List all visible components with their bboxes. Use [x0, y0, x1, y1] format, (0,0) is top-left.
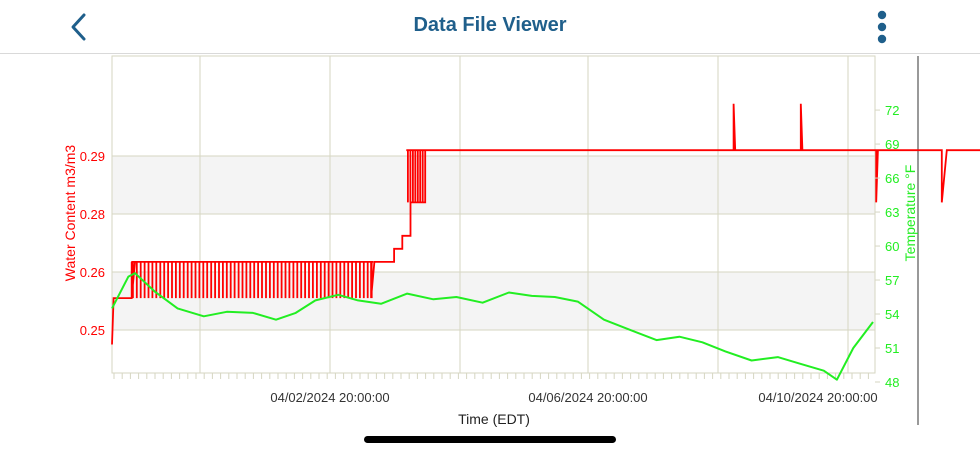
grid-band [112, 156, 875, 214]
y-right-tick-label: 60 [885, 239, 899, 254]
data-chart: 0.25 0.26 0.28 0.29 48 51 54 57 60 63 66 69 72 04/02/… [62, 55, 980, 427]
plot-frame [111, 55, 876, 374]
y-left-tick-label: 0.26 [80, 265, 105, 280]
y-left-tick-label: 0.28 [80, 207, 105, 222]
page-title: Data File Viewer [413, 14, 567, 36]
y-left-tick-label: 0.25 [80, 323, 105, 338]
y-right-tick-label: 57 [885, 273, 899, 288]
app-header: Data File Viewer [0, 0, 980, 54]
temperature-line [111, 272, 874, 381]
y-right-tick-label: 69 [885, 137, 899, 152]
more-vertical-icon[interactable] [868, 9, 896, 45]
water-content-line [111, 103, 980, 345]
x-tick-label: 04/06/2024 20:00:00 [528, 390, 647, 405]
home-indicator[interactable] [364, 436, 616, 443]
y-right-tick-label: 48 [885, 375, 899, 390]
y-right-tick-label: 66 [885, 171, 899, 186]
y-left-tick-label: 0.29 [80, 149, 105, 164]
chevron-left-icon[interactable] [62, 10, 96, 44]
y-right-tick-label: 54 [885, 307, 899, 322]
x-axis-label: Time (EDT) [458, 411, 530, 427]
y-right-tick-label: 51 [885, 341, 899, 356]
x-tick-label: 04/02/2024 20:00:00 [270, 390, 389, 405]
y-right-tick-label: 72 [885, 103, 899, 118]
y-right-tick-label: 63 [885, 205, 899, 220]
y-left-axis-label: Water Content m3/m3 [62, 145, 78, 282]
y-right-axis-label: Temperature °F [902, 165, 918, 262]
x-tick-label: 04/10/2024 20:00:00 [758, 390, 877, 405]
